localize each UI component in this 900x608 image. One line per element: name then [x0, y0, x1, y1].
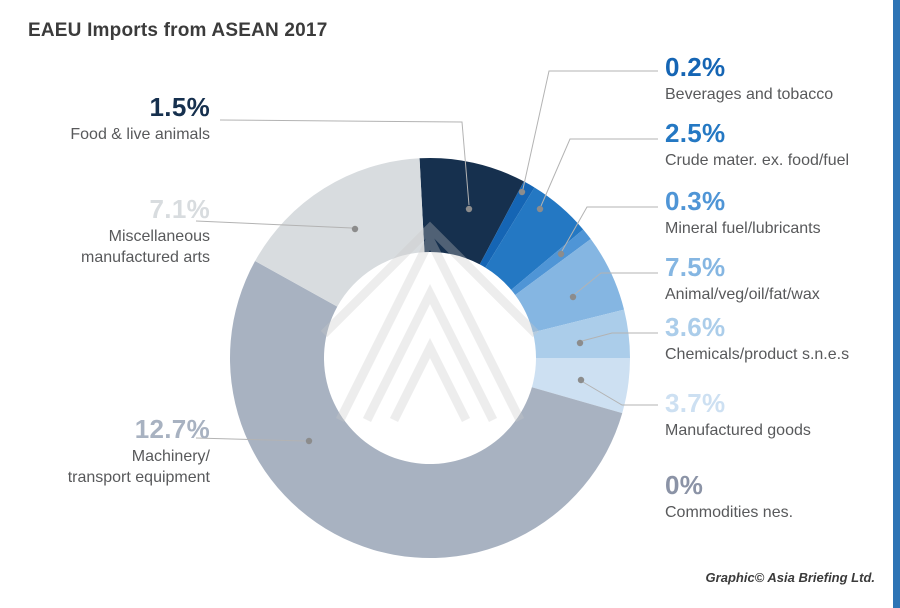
donut-segment-beverages [479, 181, 535, 268]
callout-crude: 2.5% Crude mater. ex. food/fuel [665, 118, 890, 172]
watermark-chevron-mid [362, 283, 498, 423]
callout-commodities-label: Commodities nes. [665, 504, 794, 522]
leader-line-chemicals [581, 332, 658, 342]
leader-dot-misc [351, 225, 359, 233]
callout-manufactured-label: Manufactured goods [665, 422, 811, 440]
donut-segment-animal [515, 239, 625, 333]
callout-misc-value: 7.1% [149, 194, 210, 224]
leader-line-food [219, 119, 470, 206]
callout-mineral-label: Mineral fuel/lubricants [665, 220, 821, 238]
callout-beverages-label: Beverages and tobacco [665, 86, 834, 104]
callout-commodities-value: 0% [665, 470, 704, 500]
chart-title: EAEU Imports from ASEAN 2017 [28, 20, 328, 41]
leader-dot-beverages [518, 188, 526, 196]
donut-segment-misc [255, 158, 425, 307]
leader-line-mineral [561, 206, 658, 252]
callout-manufactured: 3.7% Manufactured goods [665, 388, 890, 442]
leader-dot-machinery [305, 437, 313, 445]
donut-segment-machinery [229, 261, 623, 559]
leader-line-machinery [195, 437, 306, 442]
donut-segment-chemicals [532, 309, 630, 358]
donut-segment-crude [485, 187, 584, 290]
leader-dot-animal [569, 293, 577, 301]
callout-animal: 7.5% Animal/veg/oil/fat/wax [665, 252, 890, 306]
leader-line-animal [574, 272, 658, 295]
callout-crude-label: Crude mater. ex. food/fuel [665, 152, 850, 170]
callout-chemicals-label: Chemicals/product s.n.e.s [665, 346, 850, 364]
donut-segments [229, 157, 630, 559]
callout-beverages: 0.2% Beverages and tobacco [665, 52, 890, 106]
leader-line-beverages [522, 70, 658, 190]
watermark-diamond-top [320, 221, 540, 338]
callout-manufactured-value: 3.7% [665, 388, 726, 418]
callout-misc-label: Miscellaneous manufactured arts [81, 228, 210, 267]
donut-segment-manufactured [531, 358, 630, 414]
callout-misc: 7.1% Miscellaneous manufactured arts [25, 194, 210, 269]
leader-dot-chemicals [576, 339, 584, 347]
accent-bar [893, 0, 900, 608]
callout-food-value: 1.5% [149, 92, 210, 122]
leader-dots [305, 188, 585, 445]
leader-dot-manufactured [577, 376, 585, 384]
leader-line-misc [195, 220, 353, 229]
callout-food-label: Food & live animals [70, 126, 210, 144]
leader-line-crude [540, 138, 658, 207]
donut-segment-mineral [511, 229, 591, 295]
leader-lines [195, 70, 658, 442]
watermark-logo [320, 221, 540, 423]
callout-animal-value: 7.5% [665, 252, 726, 282]
leader-dot-food [465, 205, 473, 213]
watermark-chevron-outer [335, 229, 525, 423]
callout-machinery-label: Machinery/ transport equipment [67, 448, 210, 487]
leader-dot-mineral [557, 250, 565, 258]
callout-machinery: 12.7% Machinery/ transport equipment [25, 414, 210, 489]
watermark-chevron-inner [389, 337, 471, 423]
callout-chemicals: 3.6% Chemicals/product s.n.e.s [665, 312, 890, 366]
callout-mineral: 0.3% Mineral fuel/lubricants [665, 186, 890, 240]
callout-commodities: 0% Commodities nes. [665, 470, 890, 524]
callout-crude-value: 2.5% [665, 118, 726, 148]
callout-beverages-value: 0.2% [665, 52, 726, 82]
leader-dot-crude [536, 205, 544, 213]
leader-line-manufactured [582, 381, 658, 406]
callout-food: 1.5% Food & live animals [25, 92, 210, 146]
callout-mineral-value: 0.3% [665, 186, 726, 216]
callout-machinery-value: 12.7% [134, 414, 210, 444]
callout-chemicals-value: 3.6% [665, 312, 726, 342]
callout-animal-label: Animal/veg/oil/fat/wax [665, 286, 820, 304]
graphic-credit: Graphic© Asia Briefing Ltd. [705, 570, 875, 585]
donut-segment-food [419, 157, 524, 265]
